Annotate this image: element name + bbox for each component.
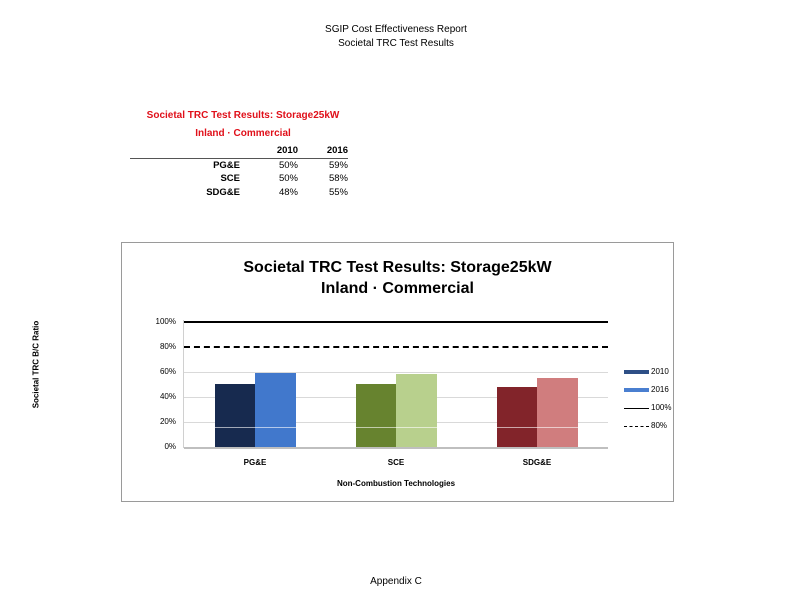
- bar-overlay-line: [356, 427, 437, 428]
- header-2010: 2010: [240, 144, 298, 159]
- report-subtitle: Societal TRC Test Results: [338, 38, 454, 49]
- cell-2010: 50%: [278, 159, 298, 171]
- chart-subtitle: Inland · Commercial: [321, 280, 474, 297]
- bar-sdge-2010: [497, 387, 537, 447]
- cell-2010: 48%: [278, 186, 298, 198]
- y-axis: [183, 320, 184, 448]
- bar-pge-2010: [215, 384, 255, 447]
- header-2016: 2016: [298, 144, 348, 159]
- bar-overlay-line: [497, 427, 578, 428]
- reference-line-80: [184, 346, 608, 348]
- x-category-sdge: SDG&E: [522, 458, 552, 467]
- ytick-80: 80%: [159, 342, 176, 351]
- table-subtitle: Inland · Commercial: [195, 128, 291, 139]
- x-axis: [184, 447, 608, 449]
- table-title: Societal TRC Test Results: Storage25kW: [146, 110, 340, 121]
- row-label: PG&E: [213, 159, 240, 171]
- table-row: PG&E 50% 59%: [130, 158, 348, 172]
- legend-label: 80%: [651, 421, 668, 430]
- table-row: SCE 50% 58%: [130, 172, 348, 186]
- cell-2016: 55%: [328, 186, 348, 198]
- x-category-pge: PG&E: [243, 458, 267, 467]
- chart-title: Societal TRC Test Results: Storage25kW: [243, 259, 552, 276]
- ytick-20: 20%: [159, 417, 176, 426]
- table-row: SDG&E 48% 55%: [130, 186, 348, 200]
- x-category-sce: SCE: [387, 458, 405, 467]
- bar-overlay-line: [215, 427, 296, 428]
- bar-sce-2016: [396, 374, 437, 447]
- ytick-100: 100%: [155, 317, 176, 326]
- legend-label: 2016: [651, 385, 669, 394]
- cell-2016: 58%: [328, 173, 348, 185]
- summary-table: 2010 2016 PG&E 50% 59% SCE 50% 58% SDG&E…: [130, 144, 348, 199]
- ytick-0: 0%: [164, 442, 176, 451]
- legend-label: 100%: [651, 403, 672, 412]
- header-blank: [130, 144, 240, 159]
- report-title: SGIP Cost Effectiveness Report: [325, 24, 467, 35]
- bar-sce-2010: [356, 384, 396, 447]
- x-axis-title: Non-Combustion Technologies: [336, 479, 456, 488]
- row-label: SDG&E: [206, 186, 240, 198]
- ytick-60: 60%: [159, 367, 176, 376]
- table-header-row: 2010 2016: [130, 144, 348, 159]
- bar-sdge-2016: [537, 378, 578, 447]
- reference-line-100: [184, 321, 608, 323]
- row-label: SCE: [220, 173, 240, 185]
- bar-pge-2016: [255, 373, 296, 447]
- page-footer: Appendix C: [370, 576, 422, 587]
- gridline-60: [184, 372, 608, 373]
- cell-2010: 50%: [278, 173, 298, 185]
- legend-label: 2010: [651, 367, 669, 376]
- cell-2016: 59%: [328, 159, 348, 171]
- y-axis-title: Societal TRC B/C Ratio: [31, 320, 41, 409]
- legend-solid-line: [624, 408, 649, 409]
- legend-swatch-2016: [624, 388, 649, 392]
- legend-dashed-line: [624, 426, 649, 427]
- legend-swatch-2010: [624, 370, 649, 374]
- ytick-40: 40%: [159, 392, 176, 401]
